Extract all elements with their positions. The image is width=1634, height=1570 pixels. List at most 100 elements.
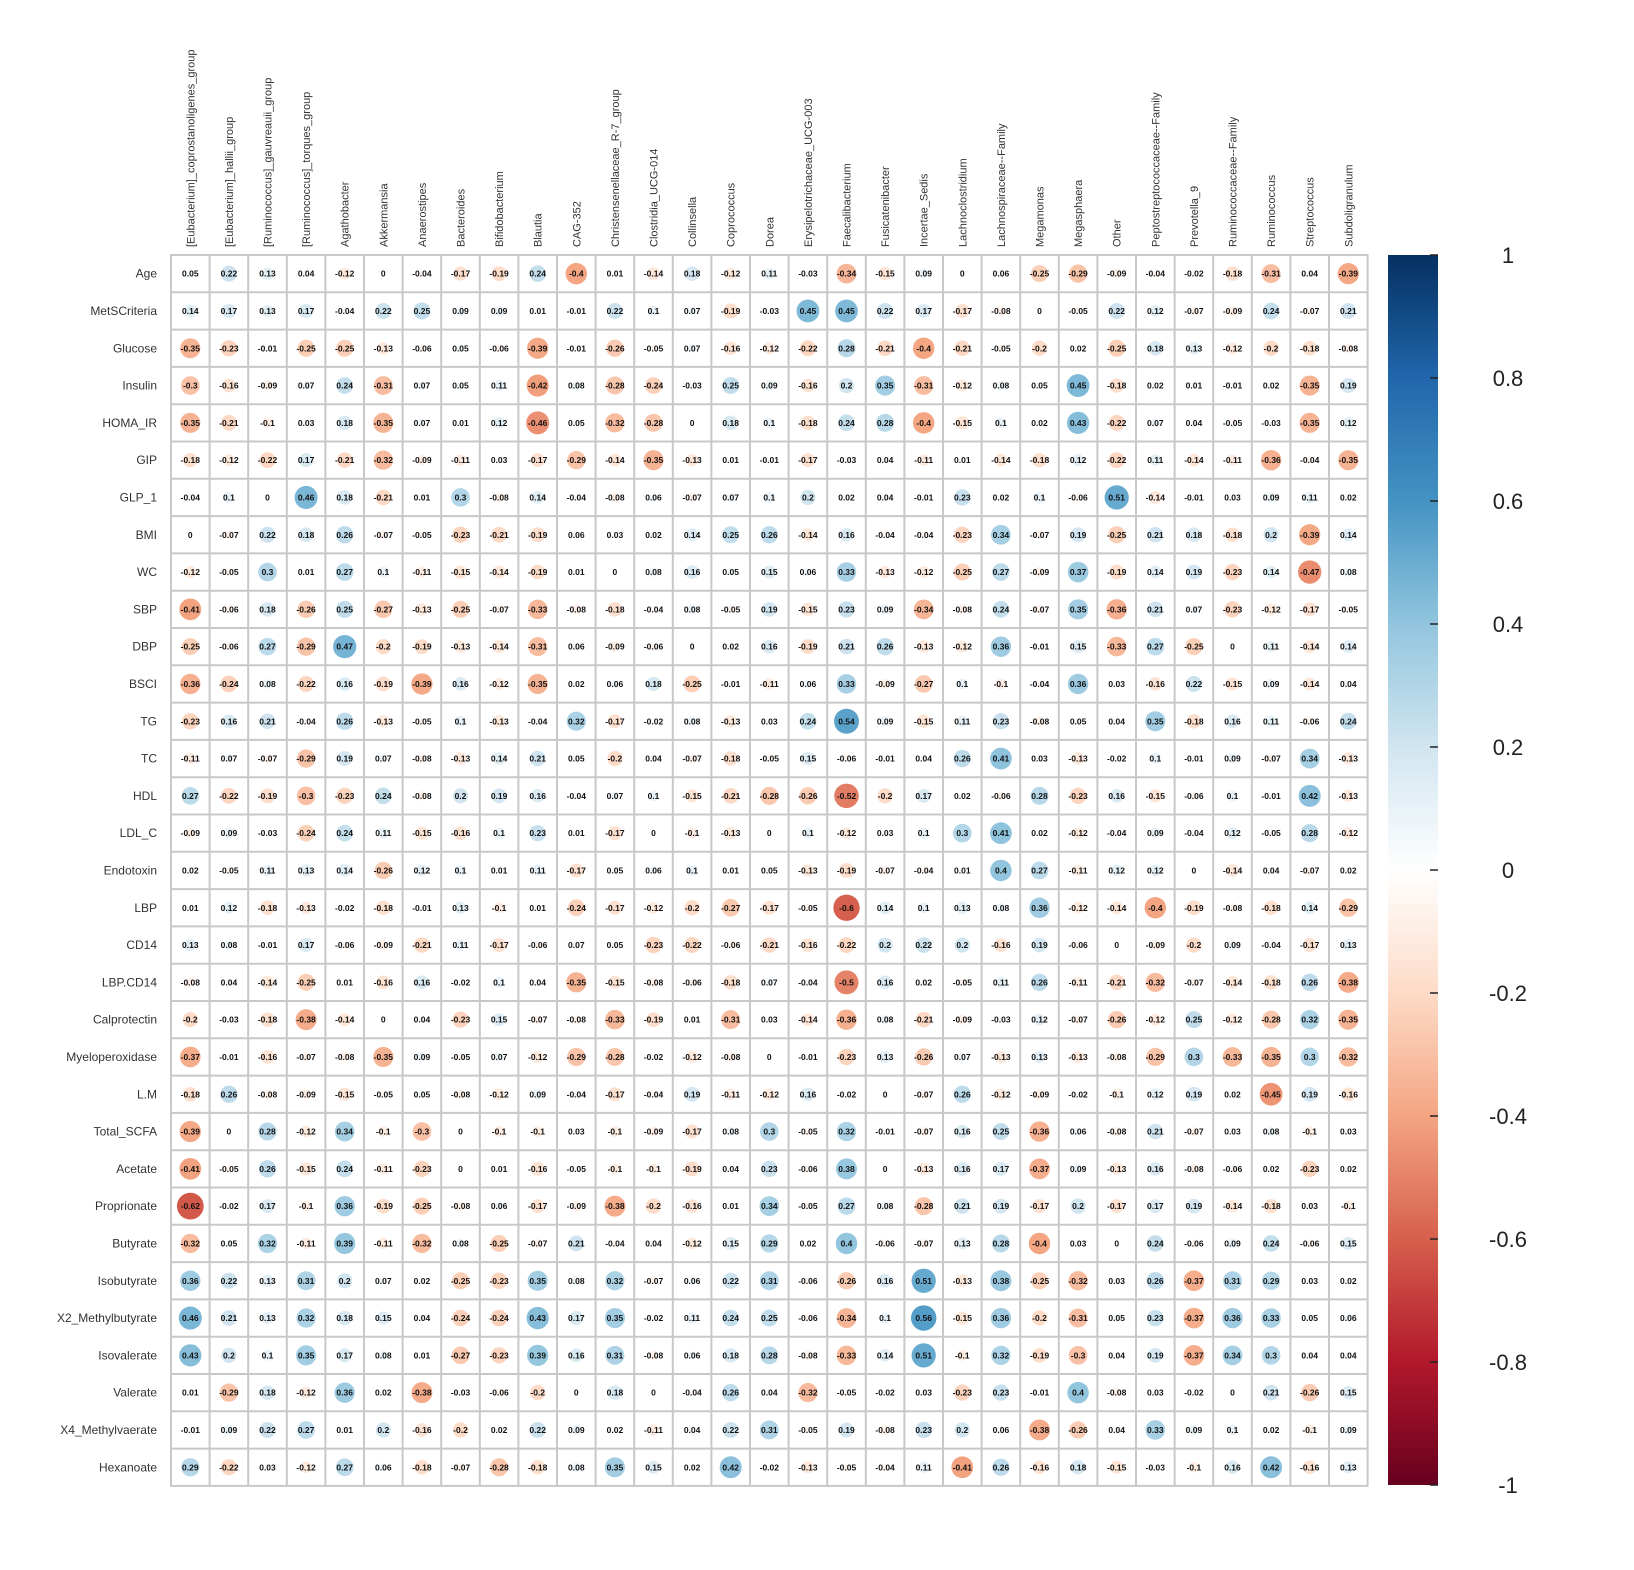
correlation-value: 0.12 [1340,418,1357,428]
correlation-value: -0.02 [335,903,355,913]
correlation-value: -0.08 [1184,1164,1204,1174]
correlation-circle [1147,526,1164,543]
correlation-value: 0.07 [414,418,431,428]
correlation-circle [569,863,584,878]
correlation-value: 0.2 [377,1425,389,1435]
correlation-circle [876,637,894,656]
correlation-value: 0.05 [568,418,585,428]
correlation-circle [843,457,850,464]
correlation-circle [685,565,699,579]
correlation-circle [1189,977,1199,987]
correlation-value: -0.14 [489,567,509,577]
correlation-circle [420,495,424,500]
correlation-circle [458,979,463,985]
correlation-value: 0.02 [568,679,585,689]
correlation-value: -0.15 [451,567,471,577]
correlation-circle [878,901,892,915]
correlation-value: -0.01 [875,754,895,764]
correlation-circle [762,900,777,915]
correlation-value: 0.23 [954,492,971,502]
correlation-value: 0.18 [722,418,739,428]
correlation-value: 0.56 [915,1313,932,1323]
correlation-circle [491,526,507,543]
colorbar-tick-label: 0 [1502,858,1514,883]
correlation-value: -0.05 [1261,828,1281,838]
correlation-value: 0.03 [1340,1127,1357,1137]
correlation-circle [533,940,542,950]
column-label: Akkermansia [378,183,390,247]
correlation-value: -0.01 [181,1425,201,1435]
correlation-value: -0.29 [1339,903,1359,913]
correlation-circle [684,900,700,916]
correlation-value: 0 [188,530,193,540]
column-label: Other [1112,219,1124,247]
correlation-value: -0.17 [760,903,780,913]
correlation-circle [920,867,928,874]
correlation-value: 0.07 [375,754,392,764]
correlation-value: -0.06 [1300,716,1320,726]
correlation-value: -0.08 [1339,343,1359,353]
correlation-circle [566,972,587,993]
correlation-circle [956,640,969,653]
correlation-value: 0.24 [529,269,546,279]
correlation-circle [338,864,352,877]
correlation-value: -0.26 [837,1276,857,1286]
correlation-value: -0.21 [1107,977,1127,987]
correlation-value: -0.05 [374,1089,394,1099]
correlation-value: -0.05 [837,1462,857,1472]
correlation-circle [990,524,1011,545]
correlation-circle [184,752,196,765]
correlation-value: 0.16 [568,1350,585,1360]
column-label: Dorea [764,216,776,247]
correlation-circle [262,679,273,689]
correlation-circle [491,788,507,804]
correlation-circle [804,903,812,912]
correlation-circle [728,644,734,650]
correlation-value: 0.06 [645,865,662,875]
correlation-value: 0.03 [877,828,894,838]
correlation-value: -0.06 [219,642,239,652]
correlation-circle [302,717,310,725]
correlation-circle [222,378,236,393]
correlation-value: 0.02 [1263,1164,1280,1174]
correlation-value: 0.18 [336,418,353,428]
correlation-circle [494,492,504,503]
correlation-circle [687,306,697,316]
correlation-value: -0.1 [1302,1127,1317,1137]
correlation-circle [530,789,545,803]
correlation-circle [1303,640,1317,654]
correlation-value: 0.36 [993,642,1010,652]
correlation-value: 0.22 [529,1425,546,1435]
correlation-value: -0.1 [492,903,507,913]
correlation-circle [297,824,315,842]
correlation-value: -0.04 [1261,940,1281,950]
correlation-value: 0.24 [336,381,353,391]
correlation-value: 0.1 [1149,754,1161,764]
correlation-value: 0.01 [491,1164,508,1174]
correlation-value: 0.11 [761,269,777,279]
correlation-circle [296,786,316,806]
correlation-value: -0.15 [1146,791,1166,801]
correlation-value: 0.43 [1070,418,1087,428]
correlation-value: 0.06 [568,642,585,652]
correlation-value: 0.1 [455,716,467,726]
correlation-value: -0.27 [914,679,934,689]
correlation-value: -0.25 [335,343,355,353]
correlation-value: -0.18 [1107,381,1127,391]
correlation-value: 0.24 [336,828,353,838]
correlation-value: -0.14 [1223,1201,1243,1211]
correlation-circle [297,973,315,991]
correlation-circle [180,673,201,695]
correlation-value: -0.09 [412,455,432,465]
correlation-circle [1186,900,1202,916]
correlation-value: -0.13 [1339,791,1359,801]
correlation-value: -0.07 [258,754,278,764]
correlation-value: -0.09 [1223,306,1243,316]
correlation-value: 0.09 [1224,754,1241,764]
correlation-circle [493,976,505,988]
correlation-circle [875,375,896,396]
correlation-value: 0.17 [298,940,315,950]
correlation-circle [1148,491,1162,504]
correlation-circle [611,531,618,538]
correlation-value: 0.36 [1224,1313,1241,1323]
